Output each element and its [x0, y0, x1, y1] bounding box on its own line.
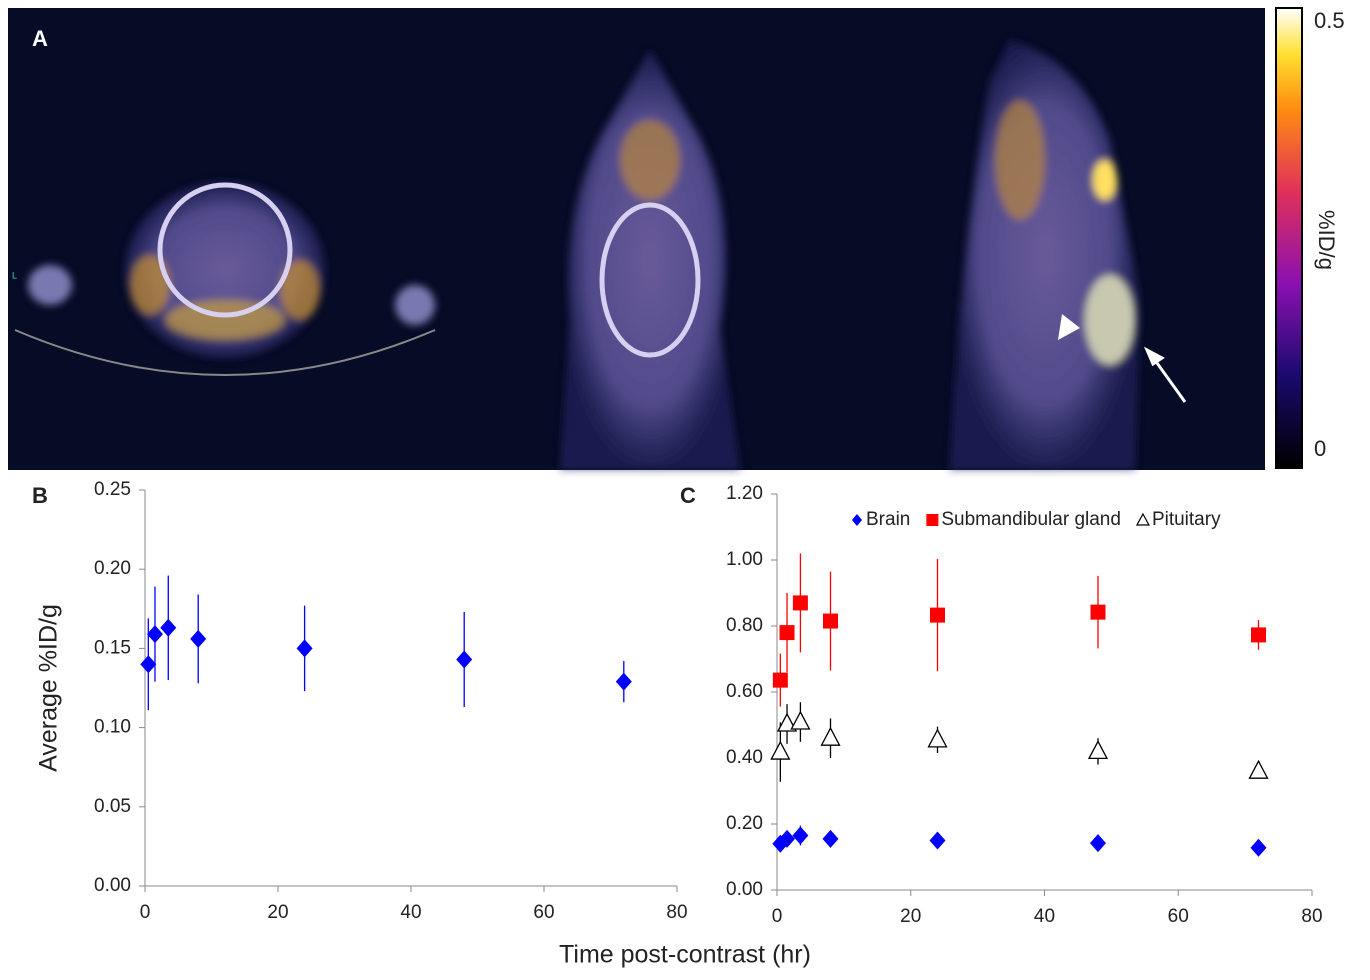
marker: [930, 607, 945, 623]
panel-label: C: [680, 483, 696, 508]
marker: [1090, 834, 1106, 853]
marker: [1248, 759, 1269, 779]
x-tick-label: 0: [772, 906, 783, 927]
marker: [456, 650, 473, 669]
marker: [146, 625, 163, 644]
marker: [779, 625, 795, 641]
x-tick-label: 0: [140, 902, 151, 923]
marker: [1087, 740, 1109, 760]
marker: [296, 639, 313, 658]
x-tick-label: 20: [267, 902, 288, 923]
legend-label: Brain: [866, 509, 910, 530]
y-tick-label: 0.05: [94, 796, 131, 817]
marker: [823, 613, 838, 629]
side-marker: L: [12, 270, 17, 280]
x-tick-label: 60: [533, 902, 554, 923]
marker: [615, 672, 632, 691]
x-axis-label: Time post-contrast (hr): [559, 941, 811, 969]
marker: [790, 710, 811, 730]
colorbar: [1275, 7, 1303, 469]
colorbar-min: 0: [1314, 436, 1326, 461]
marker: [792, 595, 808, 611]
colorbar-max: 0.5: [1314, 8, 1345, 33]
panel-label: B: [32, 483, 48, 508]
marker: [779, 829, 796, 848]
marker: [792, 826, 809, 845]
legend-marker: [926, 514, 939, 526]
x-tick-label: 80: [1301, 906, 1322, 927]
y-tick-label: 0.00: [94, 875, 131, 896]
y-tick-label: 1.00: [726, 549, 763, 570]
y-tick-label: 1.20: [726, 483, 763, 504]
y-tick-label: 0.60: [726, 681, 763, 702]
x-tick-label: 40: [400, 902, 421, 923]
marker: [822, 829, 839, 848]
y-tick-label: 0.40: [726, 747, 763, 768]
y-tick-label: 0.20: [94, 558, 131, 579]
panel-label: A: [32, 26, 48, 51]
legend-marker: [1135, 512, 1150, 526]
marker: [776, 712, 798, 732]
marker: [140, 655, 157, 674]
legend-label: Pituitary: [1152, 509, 1221, 530]
x-tick-label: 20: [900, 906, 921, 927]
colorbar-label: %ID/g: [1314, 210, 1339, 270]
y-tick-label: 0.25: [94, 479, 131, 500]
marker: [1250, 838, 1267, 857]
x-tick-label: 60: [1168, 906, 1189, 927]
marker: [190, 629, 207, 648]
marker: [770, 740, 791, 760]
marker: [927, 728, 948, 748]
y-tick-label: 0.10: [94, 717, 131, 738]
legend-marker: [852, 514, 862, 526]
y-tick-label: 0.15: [94, 637, 131, 658]
x-tick-label: 80: [666, 902, 687, 923]
y-tick-label: 0.00: [726, 879, 763, 900]
y-tick-label: 0.20: [726, 813, 763, 834]
marker: [1251, 627, 1266, 643]
marker: [772, 672, 788, 688]
marker: [1090, 604, 1106, 620]
legend-label: Submandibular gland: [941, 509, 1121, 530]
image-panel: L A: [8, 8, 1265, 470]
marker: [929, 831, 946, 850]
x-tick-label: 40: [1034, 906, 1055, 927]
y-axis-label: Average %ID/g: [35, 604, 63, 772]
y-tick-label: 0.80: [726, 615, 763, 636]
marker: [820, 726, 841, 746]
marker: [160, 618, 177, 637]
